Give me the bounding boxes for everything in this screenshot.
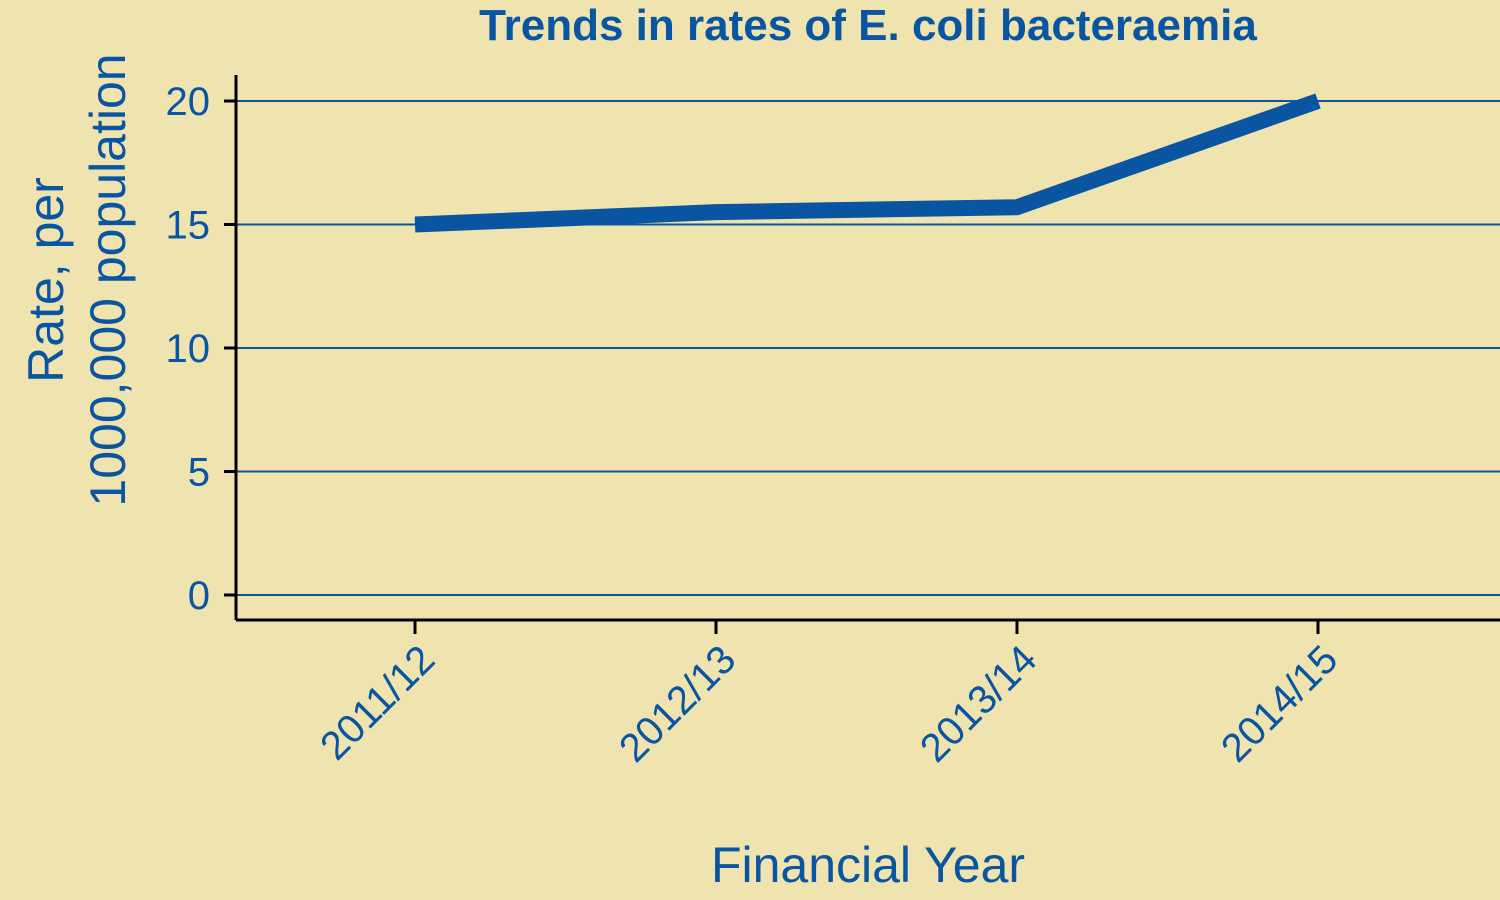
y-tick-label-15: 15 [166, 204, 211, 248]
x-axis-label: Financial Year [711, 837, 1025, 893]
y-tick-label-20: 20 [166, 80, 211, 124]
series-line-0 [414, 93, 1321, 233]
y-axis-ticks: 0 5 10 15 20 [166, 80, 236, 618]
chart-title: Trends in rates of E. coli bacteraemia [479, 1, 1257, 50]
y-tick-label-10: 10 [166, 327, 211, 371]
gridlines [236, 100, 1500, 596]
y-tick-label-5: 5 [188, 451, 210, 495]
x-axis-ticks: 2011/12 2012/13 2013/14 2014/15 [312, 620, 1346, 771]
y-axis-label-line-2: 1000,000 population [80, 53, 136, 506]
x-tick-label-2013/14: 2013/14 [912, 637, 1045, 770]
series-group [414, 93, 1321, 233]
y-axis-label-line-1: Rate, per [18, 177, 74, 383]
y-tick-label-0: 0 [188, 574, 210, 618]
x-tick-label-2011/12: 2011/12 [312, 637, 443, 768]
x-tick-label-2012/13: 2012/13 [611, 637, 744, 770]
x-tick-label-2014/15: 2014/15 [1213, 637, 1346, 770]
